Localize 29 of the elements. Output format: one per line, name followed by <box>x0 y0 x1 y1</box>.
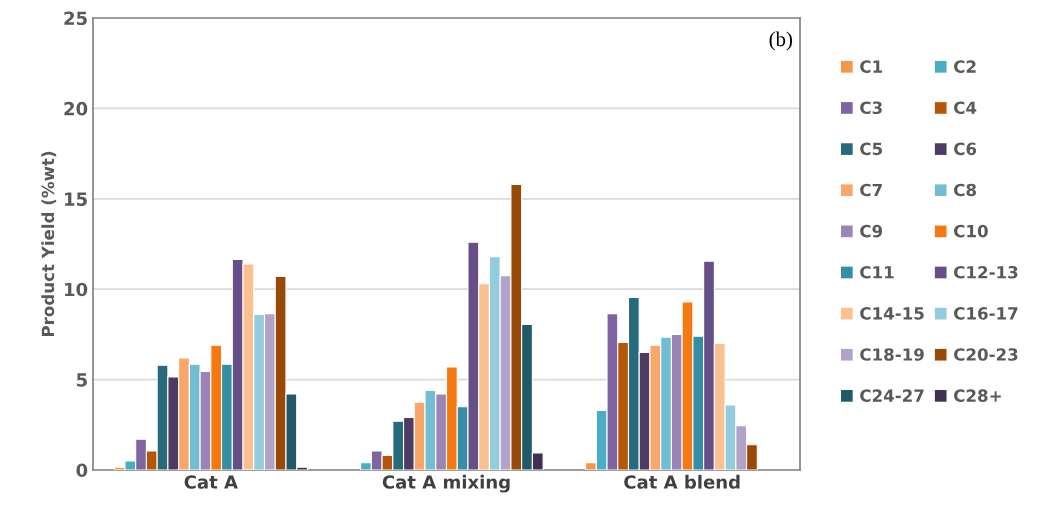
legend-label: C16-17 <box>954 307 1018 320</box>
legend-label: C18-19 <box>860 348 924 361</box>
legend-label: C8 <box>954 183 976 197</box>
legend-label: C9 <box>860 224 883 238</box>
x-tick-label: Cat A <box>184 475 238 489</box>
legend-label: C10 <box>954 224 988 238</box>
y-tick-label: 10 <box>65 282 88 297</box>
x-tick-label: Cat A mixing <box>382 474 510 493</box>
legend-label: C12-13 <box>954 265 1018 279</box>
legend-label: C4 <box>954 101 977 115</box>
legend-label: C5 <box>860 142 882 156</box>
annotation: (b) <box>769 31 793 51</box>
y-axis-title: Product Yield (%wt) <box>41 151 57 337</box>
y-tick-label: 5 <box>76 373 87 387</box>
legend-label: C2 <box>954 60 976 73</box>
legend-label: C28+ <box>954 389 1001 402</box>
legend-label: C1 <box>860 60 883 73</box>
legend-label: C20-23 <box>954 348 1018 361</box>
y-tick-label: 0 <box>76 463 88 478</box>
y-tick-label: 20 <box>64 101 88 116</box>
legend-label: C7 <box>860 183 882 197</box>
legend-label: C14-15 <box>860 307 924 320</box>
legend-label: C11 <box>860 265 894 279</box>
legend-label: C3 <box>860 101 882 115</box>
legend-label: C24-27 <box>860 389 924 402</box>
x-tick-label: Cat A blend <box>624 474 740 489</box>
legend-label: C6 <box>954 142 977 156</box>
y-tick-label: 15 <box>65 192 87 206</box>
y-tick-label: 25 <box>64 11 87 26</box>
